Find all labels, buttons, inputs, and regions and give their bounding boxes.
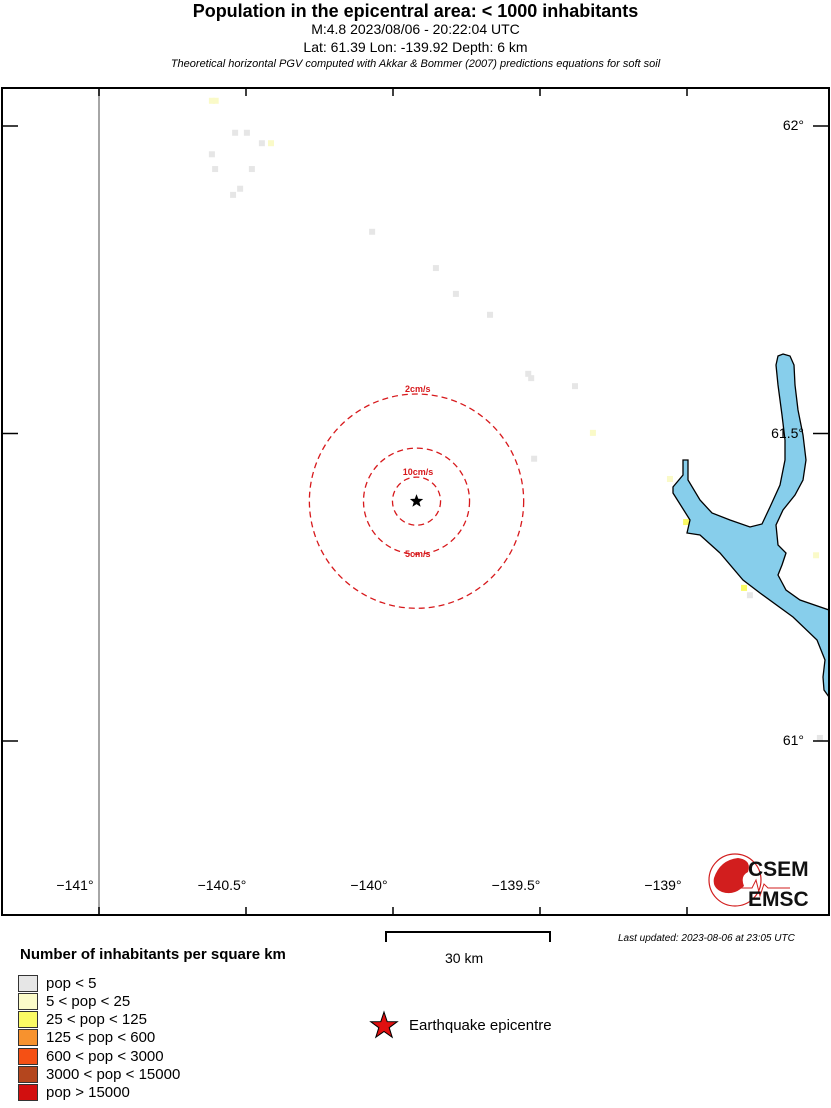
population-cell <box>212 97 219 104</box>
page-title: Population in the epicentral area: < 100… <box>192 1 639 21</box>
pgv-contour <box>362 447 471 555</box>
last-updated: Last updated: 2023-08-06 at 23:05 UTC <box>618 933 795 944</box>
population-cells <box>208 97 823 741</box>
legend-label: 600 < pop < 3000 <box>46 1047 164 1065</box>
population-cell <box>528 375 535 382</box>
lon-tick-label: −141° <box>56 877 94 893</box>
legend-label: 25 < pop < 125 <box>46 1011 147 1029</box>
legend-item: pop < 5 <box>18 974 96 992</box>
legend-item: 125 < pop < 600 <box>18 1029 155 1047</box>
population-cell <box>212 166 219 173</box>
lon-tick-label: −139° <box>644 877 682 893</box>
pgv-contour <box>391 476 442 526</box>
legend-swatch <box>18 1011 38 1029</box>
legend-swatch <box>18 992 38 1010</box>
population-cell <box>525 370 532 377</box>
scale-bar <box>385 931 551 942</box>
population-cell <box>267 140 274 147</box>
population-cell <box>531 455 538 462</box>
map-frame <box>1 87 830 916</box>
legend-item: 25 < pop < 125 <box>18 1011 147 1029</box>
population-cell <box>232 129 239 136</box>
population-cell <box>248 166 255 173</box>
legend-title: Number of inhabitants per square km <box>20 946 286 963</box>
population-cell <box>208 151 215 158</box>
legend-item: 600 < pop < 3000 <box>18 1047 164 1065</box>
population-cell <box>258 140 265 147</box>
lon-tick-label: −140.5° <box>197 877 247 893</box>
population-cell <box>243 129 250 136</box>
pgv-contours <box>308 393 525 609</box>
legend-swatch <box>18 974 38 992</box>
population-cell <box>452 290 459 297</box>
population-cell <box>208 97 215 104</box>
population-cell <box>813 552 820 559</box>
population-cell <box>571 383 578 390</box>
population-cell <box>746 592 753 599</box>
svg-text:EMSC: EMSC <box>748 888 809 911</box>
pgv-contour <box>308 393 525 609</box>
legend-label: 5 < pop < 25 <box>46 992 131 1010</box>
population-cell <box>237 185 244 192</box>
pgv-contour-label: 10cm/s <box>402 467 434 478</box>
emsc-logo: CSEM EMSC <box>708 853 809 911</box>
legend-label: pop > 15000 <box>46 1084 130 1102</box>
population-cell <box>589 429 596 436</box>
map-ticks <box>2 88 829 915</box>
legend-swatch <box>18 1047 38 1065</box>
epicentre-star-icon <box>369 1010 399 1039</box>
population-cell <box>230 191 237 198</box>
population-cell <box>369 228 376 235</box>
legend-swatch <box>18 1066 38 1083</box>
population-cell <box>741 584 748 591</box>
lon-tick-label: −139.5° <box>491 877 541 893</box>
legend-swatch <box>18 1029 38 1047</box>
lon-tick-label: −140° <box>350 877 388 893</box>
legend-swatch <box>18 1084 38 1102</box>
legend-item: pop > 15000 <box>18 1084 130 1102</box>
location-info: Lat: 61.39 Lon: -139.92 Depth: 6 km <box>303 39 528 55</box>
legend-label: pop < 5 <box>46 974 97 992</box>
population-cell <box>816 734 823 741</box>
legend-item: 3000 < pop < 15000 <box>18 1066 180 1084</box>
population-cell <box>666 476 673 483</box>
epicentre-legend-label: Earthquake epicentre <box>409 1017 552 1034</box>
legend-label: 3000 < pop < 15000 <box>46 1066 181 1083</box>
pgv-contour-label: 2cm/s <box>405 384 431 394</box>
lat-tick-label: 61.5° <box>771 424 804 441</box>
pgv-note: Theoretical horizontal PGV computed with… <box>170 58 661 70</box>
legend-item: 5 < pop < 25 <box>18 992 130 1010</box>
pgv-contour-label: 5cm/s <box>405 549 431 560</box>
legend-label: 125 < pop < 600 <box>46 1029 156 1047</box>
lat-tick-label: 62° <box>782 117 804 133</box>
population-cell <box>487 311 494 318</box>
population-cell <box>683 519 690 526</box>
scale-bar-label: 30 km <box>445 950 484 966</box>
lat-tick-label: 61° <box>782 732 804 748</box>
event-info: M:4.8 2023/08/06 - 20:22:04 UTC <box>311 21 520 37</box>
svg-text:CSEM: CSEM <box>748 858 809 881</box>
epicenter-star-icon <box>409 494 424 507</box>
population-cell <box>432 265 439 272</box>
lake <box>672 353 830 700</box>
